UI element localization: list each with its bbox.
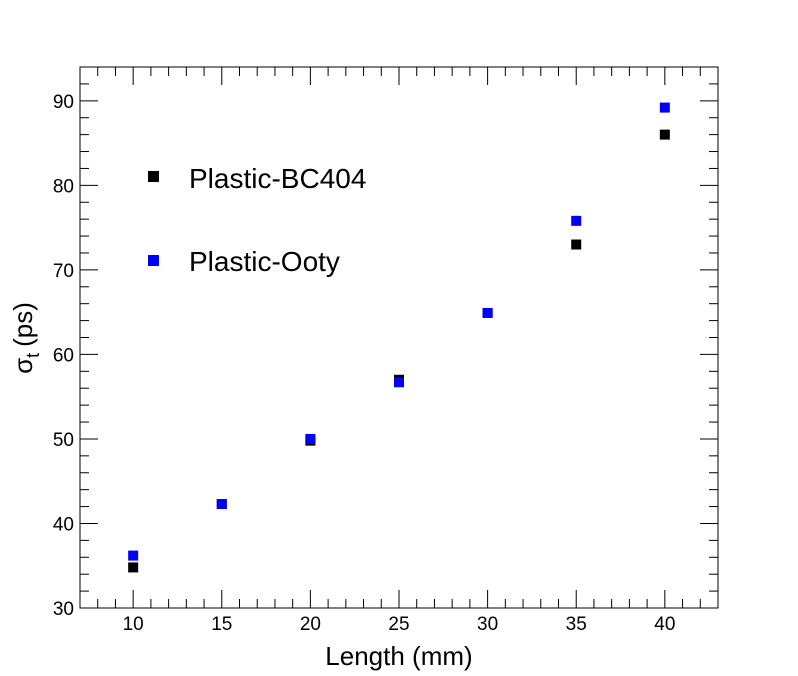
y-tick-label: 50: [53, 430, 74, 451]
data-point-plastic-ooty: [482, 307, 493, 318]
plot-frame: [79, 66, 719, 609]
y-tick-label: 80: [53, 176, 74, 197]
x-tick-label: 35: [566, 614, 587, 635]
data-point-plastic-bc404: [571, 239, 582, 250]
legend-marker-plastic-bc404: [148, 171, 159, 182]
data-point-plastic-ooty: [571, 215, 582, 226]
y-tick-label: 30: [53, 599, 74, 620]
y-tick-label: 60: [53, 345, 74, 366]
tick-labels: 10 15 20 25 30 35 40 30 40 50 60 70 80 90: [53, 92, 676, 635]
x-axis-title: Length (mm): [325, 641, 472, 671]
data-point-plastic-ooty: [394, 377, 404, 388]
y-axis-title-unit: (ps): [8, 302, 38, 347]
data-point-plastic-ooty: [216, 499, 227, 510]
y-tick-label: 70: [53, 261, 74, 282]
data-points: [128, 102, 670, 573]
x-tick-label: 25: [388, 614, 409, 635]
y-axis-title-subscript: t: [23, 353, 43, 358]
y-axis-title-symbol: σ: [8, 358, 38, 374]
x-tick-label: 30: [477, 614, 498, 635]
legend-marker-plastic-ooty: [148, 255, 159, 266]
data-point-plastic-ooty: [305, 433, 316, 444]
y-tick-label: 40: [53, 514, 74, 535]
y-tick-label: 90: [53, 92, 74, 113]
x-tick-label: 20: [300, 614, 321, 635]
data-point-plastic-ooty: [659, 102, 670, 113]
data-point-plastic-bc404: [128, 562, 139, 573]
legend: Plastic-BC404 Plastic-Ooty: [148, 163, 366, 277]
x-tick-label: 10: [123, 614, 144, 635]
data-point-plastic-ooty: [128, 550, 139, 561]
x-tick-label: 40: [654, 614, 675, 635]
svg-text:σt(ps): σt (ps): [8, 302, 43, 374]
x-tick-label: 15: [211, 614, 232, 635]
legend-label-plastic-bc404: Plastic-BC404: [189, 163, 366, 194]
y-axis-title: σt (ps): [8, 302, 43, 374]
data-point-plastic-bc404: [659, 129, 670, 140]
legend-label-plastic-ooty: Plastic-Ooty: [189, 246, 340, 277]
